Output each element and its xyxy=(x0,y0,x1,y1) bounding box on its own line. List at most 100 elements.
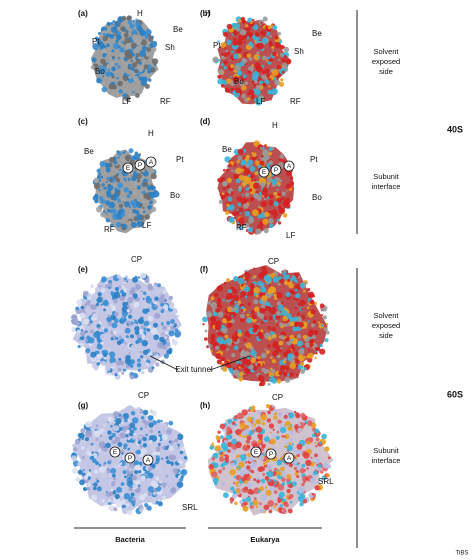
ribosome-texture xyxy=(314,485,320,491)
ribosome-texture xyxy=(253,54,260,61)
ribosome-texture xyxy=(235,178,241,184)
ribosome-texture xyxy=(312,320,317,324)
ribosome-texture xyxy=(299,283,305,289)
ribosome-texture xyxy=(105,306,113,314)
ribosome-texture xyxy=(93,331,99,338)
ribosome-texture xyxy=(114,187,117,190)
ribosome-texture xyxy=(120,26,126,32)
ribosome-texture xyxy=(287,426,293,431)
ribosome-texture xyxy=(242,193,245,196)
ribosome-texture xyxy=(297,312,301,316)
ribosome-texture xyxy=(132,300,136,304)
site-label: A xyxy=(287,163,292,170)
ribosome-texture xyxy=(264,68,270,74)
ribosome-texture xyxy=(146,362,150,367)
ribosome-texture xyxy=(131,88,135,92)
ribosome-texture xyxy=(250,490,255,495)
ribosome-texture xyxy=(167,450,170,454)
ribosome-texture xyxy=(150,497,157,504)
ribosome-texture xyxy=(147,186,152,191)
ribosome-texture xyxy=(295,465,302,472)
ribosome-texture xyxy=(172,339,178,346)
ribosome-texture xyxy=(126,438,131,443)
ribosome-texture xyxy=(246,97,251,101)
ribosome-texture xyxy=(274,270,278,275)
ribosome-texture xyxy=(136,223,139,226)
ribosome-texture xyxy=(104,71,111,77)
ribosome-texture xyxy=(223,439,228,444)
ribosome-texture xyxy=(222,298,225,302)
annotation: Exit tunnel xyxy=(175,365,213,374)
ribosome-texture xyxy=(163,322,167,326)
ribosome-texture xyxy=(247,416,253,423)
ribosome-texture xyxy=(166,428,173,435)
ribosome-texture xyxy=(101,288,106,293)
ribosome-texture xyxy=(98,282,102,286)
ribosome-texture xyxy=(82,465,86,470)
ribosome-texture xyxy=(174,331,181,338)
ribosome-texture xyxy=(96,343,103,350)
ribosome-texture xyxy=(291,443,294,446)
ribosome-texture xyxy=(246,477,251,481)
ribosome-texture xyxy=(240,305,245,310)
ribosome-texture xyxy=(241,409,248,416)
ribosome-texture xyxy=(281,367,284,370)
ribosome-texture xyxy=(233,80,237,84)
ribosome-texture xyxy=(235,441,242,449)
ribosome-texture xyxy=(158,480,162,484)
ribosome-texture xyxy=(90,284,95,289)
region-label: LF xyxy=(256,97,265,106)
ribosome-texture xyxy=(106,176,111,181)
ribosome-texture xyxy=(141,76,148,83)
ribosome-texture xyxy=(296,443,303,450)
ribosome-texture xyxy=(212,311,218,317)
ribosome-texture xyxy=(166,459,171,464)
ribosome-texture xyxy=(146,53,150,57)
ribosome-texture xyxy=(284,502,289,508)
ribosome-texture xyxy=(217,439,221,443)
ribosome-texture xyxy=(297,423,301,427)
ribosome-texture xyxy=(270,368,276,374)
ribosome-texture xyxy=(264,476,270,481)
ribosome-texture xyxy=(96,359,100,364)
ribosome-texture xyxy=(83,352,87,355)
ribosome-texture xyxy=(128,427,132,431)
subunit-label: 40S xyxy=(447,124,463,134)
ribosome-texture xyxy=(115,221,122,228)
ribosome-texture xyxy=(238,217,245,224)
ribosome-texture xyxy=(145,295,151,301)
ribosome-texture xyxy=(236,160,240,164)
ribosome-texture xyxy=(219,305,223,309)
ribosome-texture xyxy=(266,277,272,283)
ribosome-texture xyxy=(251,94,254,98)
region-label: Sh xyxy=(294,47,304,56)
ribosome-texture xyxy=(245,26,251,32)
region-label: Bo xyxy=(312,193,322,202)
ribosome-texture xyxy=(118,335,122,339)
ribosome-texture xyxy=(243,338,247,342)
ribosome-texture xyxy=(306,467,309,470)
ribosome-texture xyxy=(117,156,120,159)
ribosome-texture xyxy=(306,354,311,359)
ribosome-texture xyxy=(138,67,144,73)
ribosome-texture xyxy=(224,46,227,49)
ribosome-texture xyxy=(81,440,87,447)
ribosome-texture xyxy=(247,70,251,74)
ribosome-texture xyxy=(266,351,269,355)
ribosome-texture xyxy=(123,32,129,38)
site-label: E xyxy=(254,449,259,456)
ribosome-texture xyxy=(260,21,263,25)
site-label: E xyxy=(262,169,267,176)
ribosome-texture xyxy=(263,144,267,148)
ribosome-texture xyxy=(252,18,255,22)
ribosome-texture xyxy=(309,299,315,305)
ribosome-texture xyxy=(248,41,253,46)
ribosome-texture xyxy=(135,201,140,205)
ribosome-texture xyxy=(129,375,135,380)
ribosome-texture xyxy=(254,89,261,96)
ribosome-texture xyxy=(121,40,124,44)
ribosome-texture xyxy=(306,445,310,449)
ribosome-texture xyxy=(134,326,140,332)
ribosome-texture xyxy=(100,354,103,357)
ribosome-texture xyxy=(257,214,262,219)
